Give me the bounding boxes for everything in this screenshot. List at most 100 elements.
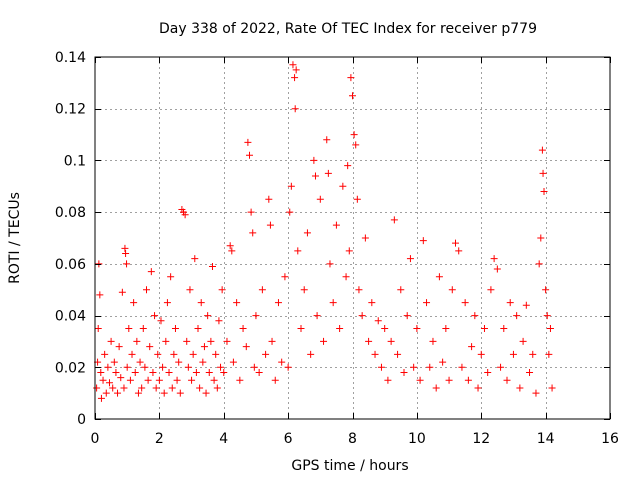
- data-point: [171, 325, 179, 332]
- x-tick-label: 4: [219, 431, 228, 447]
- data-point: [165, 368, 173, 376]
- data-point: [114, 389, 122, 397]
- data-point: [303, 229, 311, 237]
- data-point: [208, 262, 216, 270]
- data-point: [226, 242, 234, 250]
- data-point: [93, 384, 101, 392]
- data-point: [329, 299, 337, 307]
- data-point: [281, 273, 289, 281]
- data-point: [461, 299, 469, 307]
- data-point: [519, 337, 527, 345]
- data-point: [160, 389, 168, 397]
- data-point: [548, 384, 556, 392]
- data-point: [122, 250, 130, 258]
- data-point: [184, 363, 192, 371]
- data-point: [336, 325, 344, 332]
- data-point: [274, 299, 282, 307]
- data-point: [194, 325, 202, 332]
- data-point: [229, 358, 237, 366]
- data-point: [537, 234, 545, 242]
- data-point: [271, 376, 279, 384]
- y-tick-labels: 0 0.02 0.04 0.06 0.08 0.1 0.12 0.14: [55, 50, 86, 428]
- data-point: [487, 286, 495, 294]
- data-point: [423, 299, 431, 307]
- data-point: [292, 66, 300, 74]
- data-point: [311, 172, 319, 180]
- data-point: [403, 312, 411, 320]
- data-point: [157, 317, 165, 325]
- data-point: [539, 169, 547, 177]
- data-point: [112, 368, 120, 376]
- y-tick-label: 0.12: [55, 102, 86, 118]
- data-point: [316, 195, 324, 203]
- axis-ticks: [95, 57, 611, 420]
- data-point: [350, 131, 358, 139]
- data-point: [109, 384, 117, 392]
- data-point: [410, 363, 418, 371]
- data-point: [406, 255, 414, 263]
- y-tick-label: 0.06: [55, 257, 86, 273]
- data-point: [123, 260, 131, 268]
- data-point: [123, 363, 131, 371]
- data-point: [181, 211, 189, 219]
- data-point: [426, 363, 434, 371]
- data-point: [192, 368, 200, 376]
- data-point: [215, 317, 223, 325]
- data-point: [284, 363, 292, 371]
- data-point: [384, 376, 392, 384]
- data-point: [522, 301, 530, 309]
- data-point: [286, 208, 294, 216]
- data-point: [387, 337, 395, 345]
- x-tick-labels: 0 2 4 6 8 10 12 14 16: [91, 431, 619, 447]
- data-point: [175, 358, 183, 366]
- data-point: [442, 325, 450, 332]
- data-point: [349, 92, 356, 100]
- data-point: [377, 363, 385, 371]
- data-point: [217, 363, 225, 371]
- data-point: [95, 260, 103, 268]
- data-point: [121, 244, 129, 252]
- data-point: [291, 74, 299, 82]
- data-point: [540, 187, 548, 195]
- data-point: [464, 376, 472, 384]
- data-point: [167, 273, 175, 281]
- data-point: [300, 286, 308, 294]
- data-point: [104, 363, 112, 371]
- data-point: [344, 162, 352, 170]
- data-point: [218, 286, 226, 294]
- data-point: [117, 374, 125, 382]
- data-point: [320, 337, 328, 345]
- data-point: [196, 384, 204, 392]
- data-point: [141, 363, 149, 371]
- data-point: [390, 216, 398, 224]
- data-point: [246, 151, 253, 159]
- data-point: [239, 325, 247, 332]
- data-point: [136, 358, 144, 366]
- data-point: [197, 299, 205, 307]
- data-point: [448, 286, 456, 294]
- data-point: [212, 350, 220, 358]
- data-point: [371, 350, 379, 358]
- data-point: [432, 384, 440, 392]
- data-point: [134, 389, 142, 397]
- data-point: [213, 384, 221, 392]
- data-point: [265, 195, 273, 203]
- data-point: [310, 156, 318, 164]
- data-point: [324, 169, 332, 177]
- data-point: [252, 312, 260, 320]
- data-point: [358, 312, 366, 320]
- data-point: [509, 350, 517, 358]
- data-point: [223, 337, 231, 345]
- data-point: [468, 343, 476, 351]
- data-point: [347, 74, 355, 82]
- data-point: [374, 317, 382, 325]
- data-point: [458, 363, 466, 371]
- data-point: [149, 368, 157, 376]
- data-point: [503, 376, 511, 384]
- data-point: [361, 234, 369, 242]
- data-point: [204, 312, 212, 320]
- data-point: [493, 265, 501, 273]
- data-point: [339, 182, 347, 190]
- data-point: [126, 376, 134, 384]
